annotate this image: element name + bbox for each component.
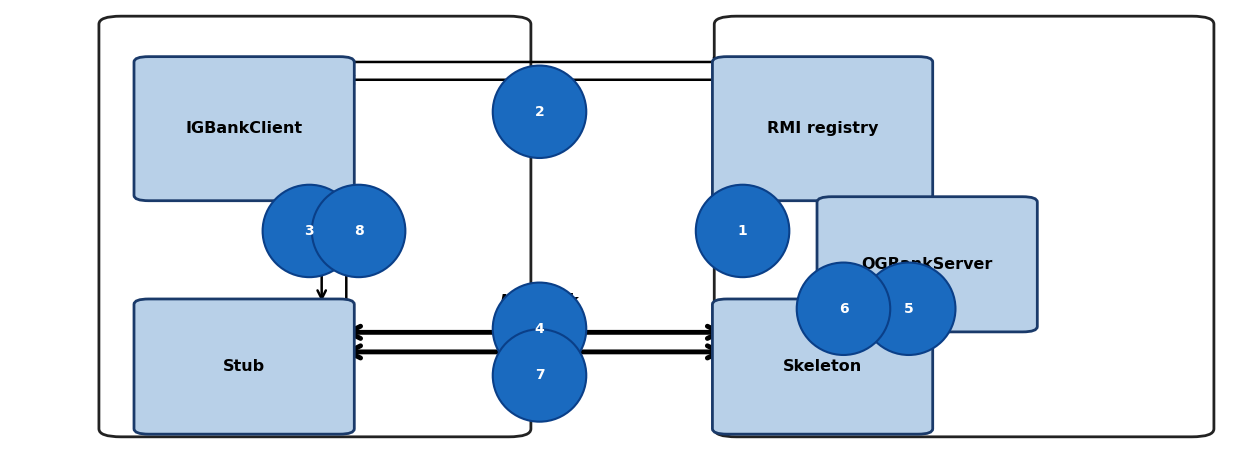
FancyBboxPatch shape bbox=[712, 57, 933, 201]
Text: 4: 4 bbox=[535, 322, 544, 336]
Ellipse shape bbox=[696, 185, 789, 277]
Text: 2: 2 bbox=[535, 105, 544, 119]
Ellipse shape bbox=[862, 263, 955, 355]
Text: IGBankClient: IGBankClient bbox=[186, 121, 302, 136]
FancyBboxPatch shape bbox=[714, 16, 1214, 437]
Text: 1: 1 bbox=[737, 224, 747, 238]
Text: 5: 5 bbox=[903, 302, 913, 316]
Text: 6: 6 bbox=[839, 302, 849, 316]
Ellipse shape bbox=[493, 283, 586, 375]
Ellipse shape bbox=[263, 185, 356, 277]
Ellipse shape bbox=[797, 263, 891, 355]
Text: RMI registry: RMI registry bbox=[767, 121, 878, 136]
FancyBboxPatch shape bbox=[817, 197, 1037, 332]
Ellipse shape bbox=[312, 185, 405, 277]
Text: 3: 3 bbox=[305, 224, 315, 238]
FancyBboxPatch shape bbox=[134, 299, 354, 434]
Text: Stub: Stub bbox=[223, 359, 265, 374]
Text: Network: Network bbox=[501, 293, 579, 311]
Text: Skeleton: Skeleton bbox=[783, 359, 862, 374]
FancyBboxPatch shape bbox=[712, 299, 933, 434]
Ellipse shape bbox=[493, 329, 586, 422]
Text: 7: 7 bbox=[535, 368, 544, 382]
FancyBboxPatch shape bbox=[134, 57, 354, 201]
FancyBboxPatch shape bbox=[99, 16, 530, 437]
Text: 8: 8 bbox=[353, 224, 363, 238]
Text: OGBankServer: OGBankServer bbox=[861, 257, 992, 272]
Ellipse shape bbox=[493, 66, 586, 158]
